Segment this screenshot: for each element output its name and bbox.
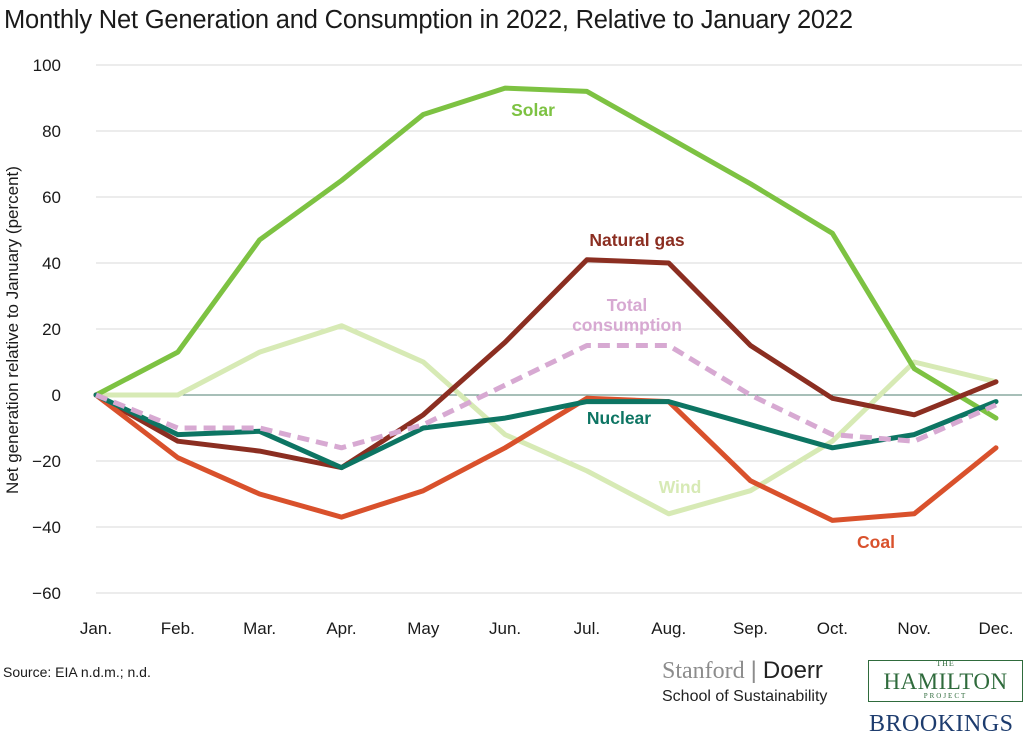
y-tick-labels: −60 −40 −20 0 20 40 60 80 100: [32, 56, 61, 603]
series-line-solar: [93, 85, 999, 421]
series-line-natural-gas: [93, 257, 999, 471]
series-label-nuclear: Nuclear: [587, 408, 651, 428]
logo-doerr-text: Doerr: [762, 657, 823, 684]
y-tick-label: 0: [52, 386, 61, 405]
logo-stanford-text: Stanford: [662, 658, 745, 684]
logo-school-text: School of Sustainability: [662, 688, 828, 705]
x-tick-label: Sep.: [733, 619, 768, 638]
x-tick-label: Nov.: [897, 619, 931, 638]
y-tick-label: 20: [42, 320, 61, 339]
y-axis-label: Net generation relative to January (perc…: [3, 166, 22, 494]
logo-hamilton-project: PROJECT: [923, 692, 968, 700]
x-tick-label: Aug.: [651, 619, 686, 638]
series-line-coal: [93, 392, 999, 523]
logo-hamilton-main: HAMILTON: [883, 669, 1008, 694]
y-tick-label: −20: [32, 452, 61, 471]
x-tick-label: May: [407, 619, 440, 638]
x-tick-label: Feb.: [161, 619, 195, 638]
series-label-total-consumption: consumption: [572, 315, 682, 335]
x-tick-label: Apr.: [326, 619, 356, 638]
y-tick-label: 80: [42, 122, 61, 141]
gridlines: [96, 64, 1022, 594]
series-line-wind: [93, 323, 999, 517]
series-label-total-consumption: Total: [607, 295, 648, 315]
x-tick-label: Oct.: [817, 619, 848, 638]
series-line-total-consumption: [95, 343, 998, 451]
x-tick-label: Mar.: [243, 619, 276, 638]
y-tick-label: −40: [32, 518, 61, 537]
series-labels: Wind Solar Natural gas Coal Nuclear Totalcons…: [511, 100, 895, 552]
series-label-solar: Solar: [511, 100, 555, 120]
chart-title: Monthly Net Generation and Consumption i…: [4, 6, 853, 34]
x-tick-label: Jun.: [489, 619, 521, 638]
series-label-coal: Coal: [857, 532, 895, 552]
hamilton-project-logo: THE HAMILTON PROJECT: [868, 659, 1023, 702]
x-tick-labels: Jan. Feb. Mar. Apr. May Jun. Jul. Aug. Sep. Oct. N…: [80, 619, 1014, 638]
x-tick-label: Dec.: [979, 619, 1014, 638]
line-chart: −60 −40 −20 0 20 40 60 80 100 Jan. Feb. Mar. Apr. Ma…: [3, 56, 1022, 638]
stanford-doerr-logo: Stanford | Doerr School of Sustainability: [662, 657, 828, 706]
x-tick-label: Jul.: [574, 619, 600, 638]
logo-hamilton-the: THE: [936, 659, 955, 668]
source-note: Source: EIA n.d.m.; n.d.: [3, 664, 151, 680]
y-tick-label: 40: [42, 254, 61, 273]
series-line-nuclear: [93, 392, 999, 471]
x-tick-label: Jan.: [80, 619, 112, 638]
brookings-logo: BROOKINGS: [869, 711, 1014, 737]
y-tick-label: 60: [42, 188, 61, 207]
y-tick-label: 100: [33, 56, 61, 75]
series-label-natural-gas: Natural gas: [589, 230, 685, 250]
y-tick-label: −60: [32, 584, 61, 603]
series-lines: [93, 85, 999, 523]
series-label-wind: Wind: [659, 477, 702, 497]
